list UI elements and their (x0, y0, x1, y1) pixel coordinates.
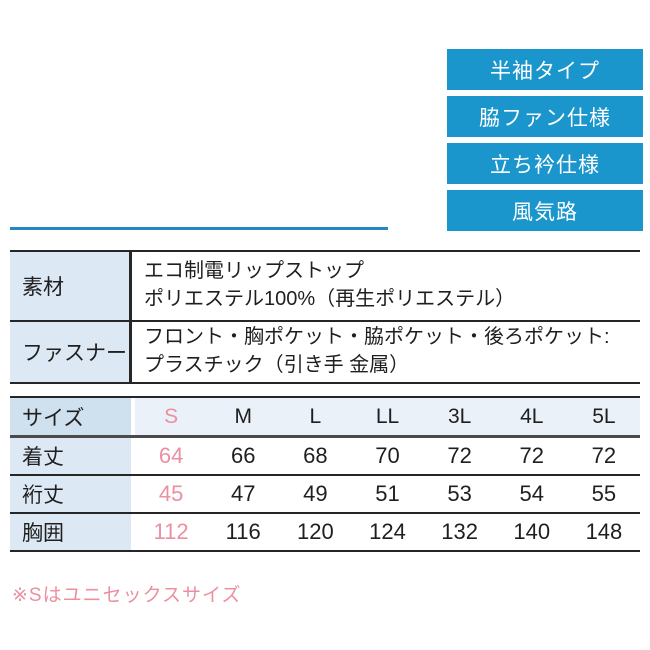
value-cell: 140 (513, 519, 551, 544)
chest-values: 112 116 120 124 132 140 148 (135, 514, 640, 550)
value-cell: 132 (441, 519, 478, 544)
value-cell: 120 (296, 519, 334, 544)
feature-badge-side-fan: 脇ファン仕様 (447, 96, 643, 137)
sleeve-length-label: 裄丈 (10, 476, 131, 512)
fastener-line-1: フロント・胸ポケット・脇ポケット・後ろポケット: (144, 326, 610, 349)
table-row-fastener: ファスナー フロント・胸ポケット・脇ポケット・後ろポケット: プラスチック（引き… (10, 322, 640, 384)
value-cell: 70 (375, 443, 400, 468)
value-cell: 72 (519, 443, 545, 468)
value-cell: 112 (153, 519, 189, 544)
sleeve-length-values: 45 47 49 51 53 54 55 (135, 476, 640, 512)
size-col-3l: 3L (447, 404, 472, 428)
size-col-s: S (164, 404, 179, 428)
value-cell: 47 (230, 481, 256, 506)
table-row-chest: 胸囲 112 116 120 124 132 140 148 (10, 514, 640, 552)
fastener-line-2: プラスチック（引き手 金属） (144, 354, 410, 376)
value-cell: 53 (447, 481, 472, 506)
material-label: 素材 (10, 252, 132, 320)
feature-badge-list: 半袖タイプ 脇ファン仕様 立ち衿仕様 風気路 (447, 49, 643, 237)
chest-label: 胸囲 (10, 514, 131, 550)
value-cell: 72 (447, 443, 472, 468)
column-gap (131, 514, 135, 550)
material-value: エコ制電リップストップ ポリエステル100%（再生ポリエステル） (132, 252, 640, 320)
size-header-label: サイズ (10, 398, 131, 435)
value-cell: 68 (303, 443, 328, 468)
size-table: サイズ S M L LL 3L 4L 5L 着丈 64 66 68 70 72 … (10, 396, 640, 552)
value-cell: 72 (591, 443, 617, 468)
table-row-body-length: 着丈 64 66 68 70 72 72 72 (10, 438, 640, 476)
table-row-sleeve-length: 裄丈 45 47 49 51 53 54 55 (10, 476, 640, 514)
value-cell: 55 (591, 481, 617, 506)
size-col-4l: 4L (520, 404, 544, 428)
value-cell: 124 (369, 519, 406, 544)
value-cell: 49 (303, 481, 328, 506)
table-row-material: 素材 エコ制電リップストップ ポリエステル100%（再生ポリエステル） (10, 252, 640, 322)
column-gap (131, 476, 135, 512)
size-table-header-row: サイズ S M L LL 3L 4L 5L (10, 398, 640, 438)
fastener-value: フロント・胸ポケット・脇ポケット・後ろポケット: プラスチック（引き手 金属） (132, 322, 640, 382)
size-col-l: L (309, 404, 322, 428)
size-col-m: M (234, 404, 252, 428)
size-header-cells: S M L LL 3L 4L 5L (135, 398, 640, 435)
size-col-5l: 5L (592, 404, 616, 428)
feature-badge-stand-collar: 立ち衿仕様 (447, 143, 643, 184)
value-cell: 148 (585, 519, 623, 544)
value-cell: 45 (158, 481, 184, 506)
value-cell: 64 (158, 443, 184, 468)
fastener-label: ファスナー (10, 322, 132, 382)
spec-table: 素材 エコ制電リップストップ ポリエステル100%（再生ポリエステル） ファスナ… (10, 250, 640, 384)
column-gap (131, 398, 135, 435)
body-length-label: 着丈 (10, 438, 131, 474)
feature-badge-air-path: 風気路 (447, 190, 643, 231)
value-cell: 51 (375, 481, 400, 506)
blue-divider-line (10, 227, 388, 230)
unisex-size-footnote: ※Sはユニセックスサイズ (12, 585, 242, 606)
value-cell: 54 (519, 481, 545, 506)
material-line-2: ポリエステル100%（再生ポリエステル） (144, 288, 516, 310)
material-line-1: エコ制電リップストップ (144, 260, 364, 283)
value-cell: 116 (225, 519, 261, 544)
feature-badge-short-sleeve: 半袖タイプ (447, 49, 643, 90)
column-gap (131, 438, 135, 474)
size-col-ll: LL (375, 404, 400, 428)
body-length-values: 64 66 68 70 72 72 72 (135, 438, 640, 474)
value-cell: 66 (230, 443, 256, 468)
